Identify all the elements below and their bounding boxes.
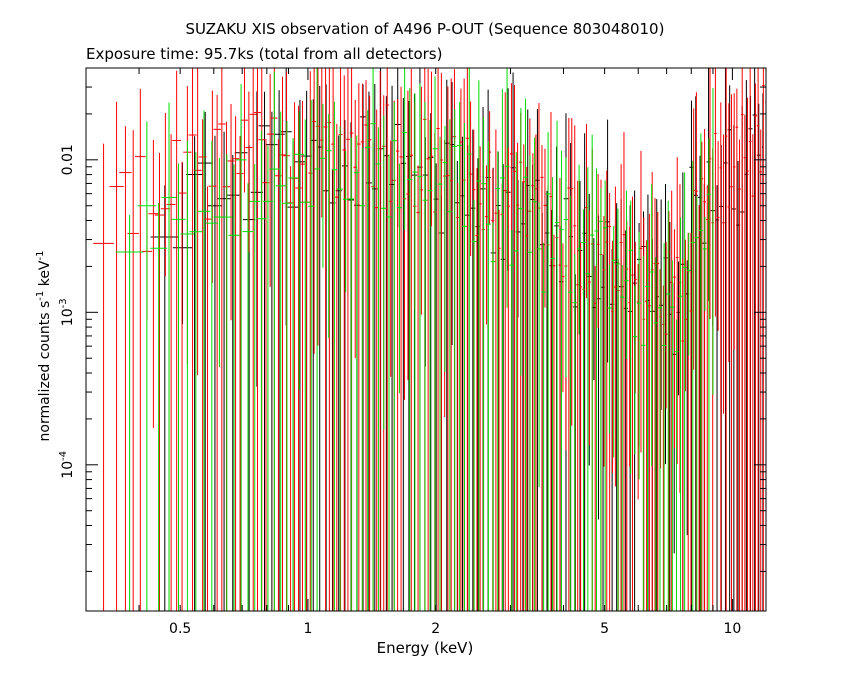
- y-tick-label-text: 10-3: [58, 298, 76, 326]
- y-tick-label: 10-3: [58, 298, 76, 326]
- chart-title: SUZAKU XIS observation of A496 P-OUT (Se…: [185, 20, 665, 38]
- y-tick-label-exp: -3: [58, 298, 69, 308]
- y-tick-label: 10-4: [58, 451, 76, 479]
- y-axis-label-exp2: -1: [35, 250, 47, 261]
- x-tick-label: 10: [723, 621, 741, 637]
- y-tick-label-base: 10: [60, 461, 76, 479]
- chart-subtitle: Exposure time: 95.7ks (total from all de…: [86, 45, 443, 63]
- series-2: [115, 68, 714, 611]
- y-tick-label-exp: -4: [58, 451, 69, 461]
- y-tick-label-text: 0.01: [60, 144, 76, 175]
- y-axis-label-exp1: -1: [35, 290, 47, 301]
- x-tick-label: 2: [431, 621, 440, 637]
- x-tick-label: 1: [303, 621, 312, 637]
- data-series-layer: [93, 68, 767, 611]
- y-tick-label: 0.01: [60, 144, 76, 175]
- y-axis-label-unit: keV: [36, 260, 53, 291]
- plot-frame: [85, 67, 767, 612]
- x-tick-label: 0.5: [169, 621, 191, 637]
- y-axis-label: normalized counts s-1 keV-1: [35, 251, 53, 442]
- y-tick-label-text: 10-4: [58, 451, 76, 479]
- x-axis-label: Energy (keV): [376, 639, 474, 657]
- x-tick-label: 5: [600, 621, 609, 637]
- y-tick-label-base: 0.01: [60, 144, 76, 175]
- y-tick-label-base: 10: [60, 308, 76, 326]
- y-axis-label-text: normalized counts s: [36, 300, 53, 442]
